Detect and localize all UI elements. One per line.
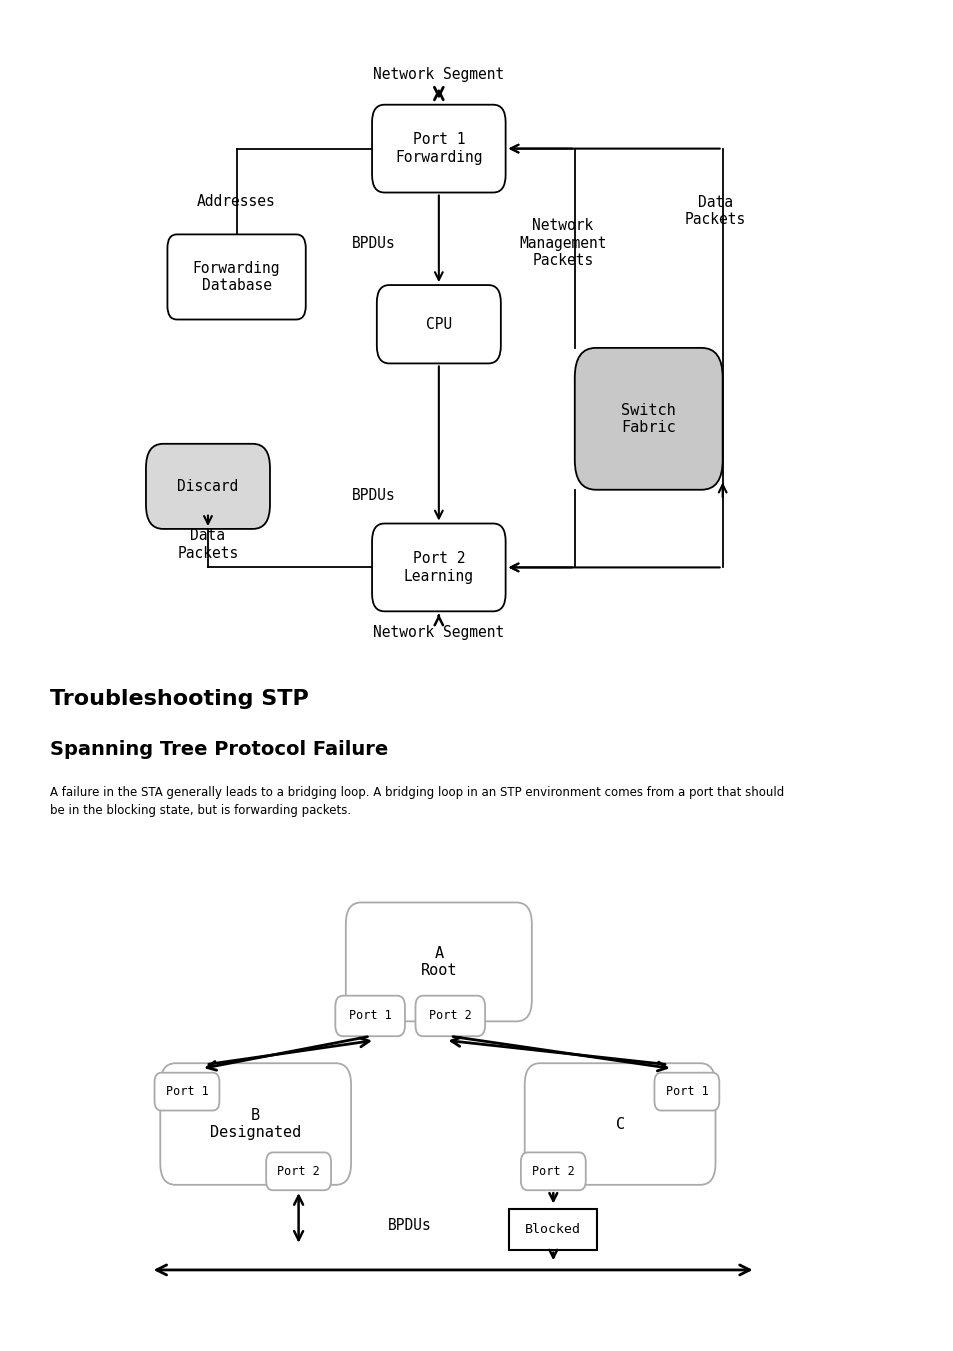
FancyBboxPatch shape [574, 349, 722, 490]
Text: Port 1: Port 1 [166, 1085, 208, 1098]
FancyBboxPatch shape [654, 1073, 719, 1111]
FancyBboxPatch shape [167, 235, 305, 319]
Text: Addresses: Addresses [197, 193, 275, 209]
Text: Data
Packets: Data Packets [177, 528, 238, 561]
FancyBboxPatch shape [415, 996, 484, 1036]
Text: A failure in the STA generally leads to a bridging loop. A bridging loop in an S: A failure in the STA generally leads to … [50, 786, 783, 817]
FancyBboxPatch shape [345, 902, 532, 1021]
Text: Data
Packets: Data Packets [684, 195, 745, 227]
Text: BPDUs: BPDUs [352, 488, 395, 504]
Text: A
Root: A Root [420, 946, 456, 978]
FancyBboxPatch shape [160, 1063, 351, 1185]
Text: Network Segment: Network Segment [373, 624, 504, 640]
FancyBboxPatch shape [154, 1073, 219, 1111]
Text: BPDUs: BPDUs [388, 1217, 432, 1233]
Text: CPU: CPU [425, 316, 452, 332]
FancyBboxPatch shape [146, 443, 270, 528]
Text: Port 2
Learning: Port 2 Learning [403, 551, 474, 584]
Text: Port 1
Forwarding: Port 1 Forwarding [395, 132, 482, 165]
Text: Port 2: Port 2 [532, 1165, 574, 1178]
FancyBboxPatch shape [520, 1152, 585, 1190]
Text: Port 2: Port 2 [277, 1165, 319, 1178]
FancyBboxPatch shape [524, 1063, 715, 1185]
Text: Discard: Discard [177, 478, 238, 494]
Text: Forwarding
Database: Forwarding Database [193, 261, 280, 293]
Text: BPDUs: BPDUs [352, 235, 395, 251]
FancyBboxPatch shape [335, 996, 405, 1036]
Text: Port 1: Port 1 [665, 1085, 707, 1098]
Text: Network Segment: Network Segment [373, 66, 504, 82]
Text: Spanning Tree Protocol Failure: Spanning Tree Protocol Failure [50, 740, 388, 759]
Text: Port 1: Port 1 [349, 1009, 391, 1023]
Text: Blocked: Blocked [525, 1223, 580, 1236]
Text: Switch
Fabric: Switch Fabric [620, 403, 676, 435]
FancyBboxPatch shape [372, 523, 505, 611]
FancyBboxPatch shape [376, 285, 500, 363]
Bar [509, 1209, 597, 1250]
Text: C: C [615, 1116, 624, 1132]
FancyBboxPatch shape [372, 104, 505, 192]
Text: Troubleshooting STP: Troubleshooting STP [50, 689, 308, 709]
Text: B
Designated: B Designated [210, 1108, 301, 1140]
Text: Network
Management
Packets: Network Management Packets [518, 219, 606, 267]
Text: Port 2: Port 2 [429, 1009, 471, 1023]
FancyBboxPatch shape [266, 1152, 331, 1190]
